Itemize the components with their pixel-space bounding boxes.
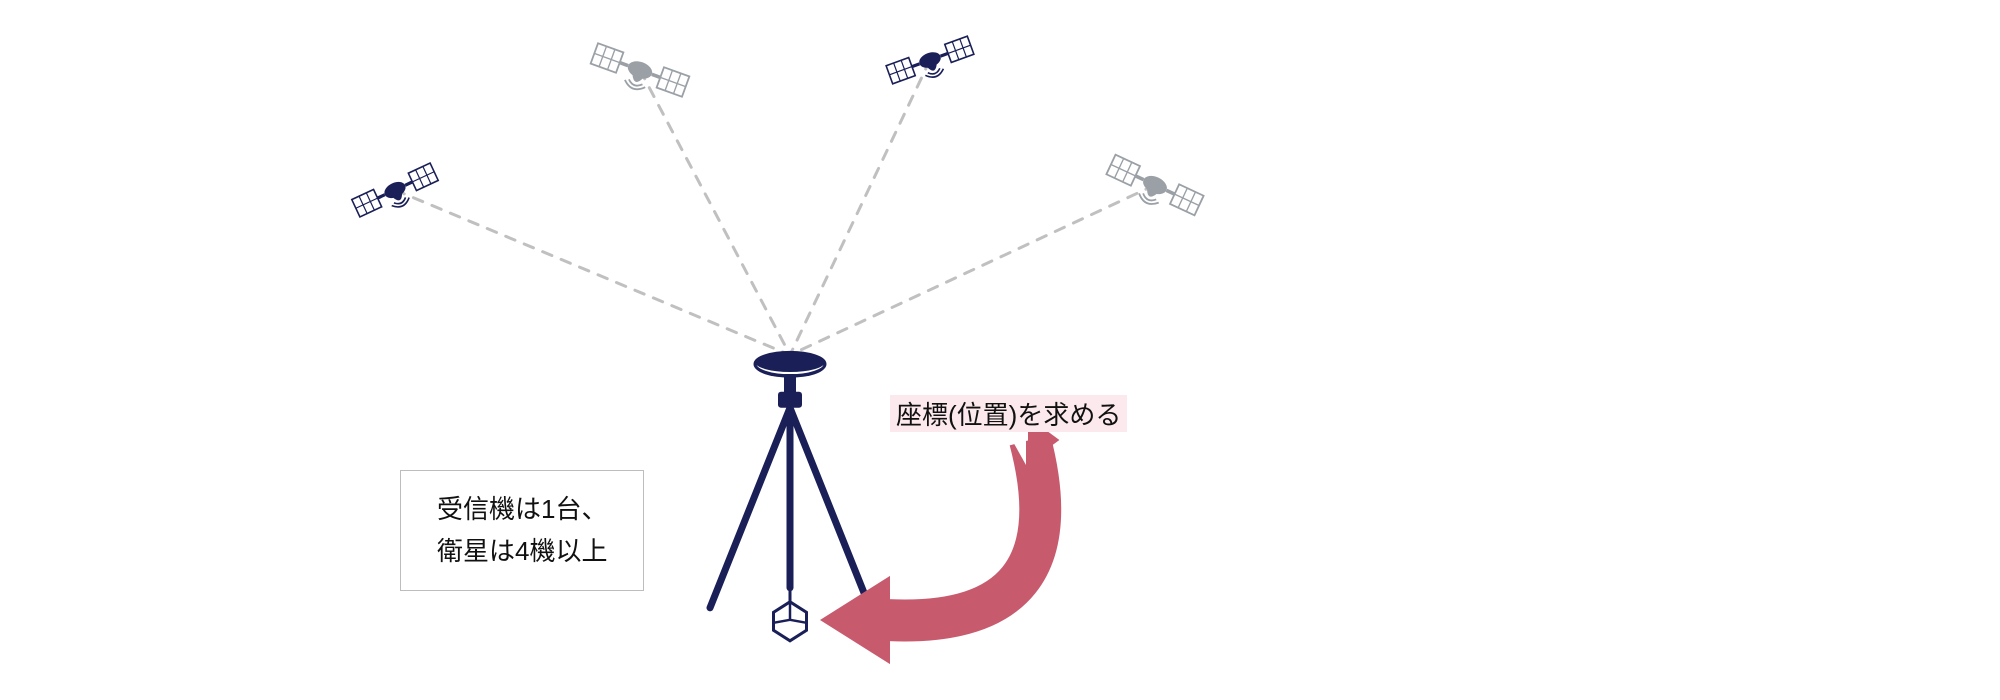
- signal-lines: [395, 60, 1155, 355]
- receiver: [710, 352, 870, 641]
- info-line-2: 衛星は4機以上: [437, 531, 607, 573]
- info-line-1: 受信機は1台、: [437, 489, 607, 531]
- diagram-canvas: [0, 0, 2000, 700]
- callout-label: 座標(位置)を求める: [890, 395, 1127, 432]
- callout-arrow: [820, 415, 1059, 664]
- diagram-stage: 受信機は1台、 衛星は4機以上 座標(位置)を求める: [0, 0, 2000, 700]
- info-box: 受信機は1台、 衛星は4機以上: [400, 470, 644, 591]
- satellites: [352, 36, 1204, 224]
